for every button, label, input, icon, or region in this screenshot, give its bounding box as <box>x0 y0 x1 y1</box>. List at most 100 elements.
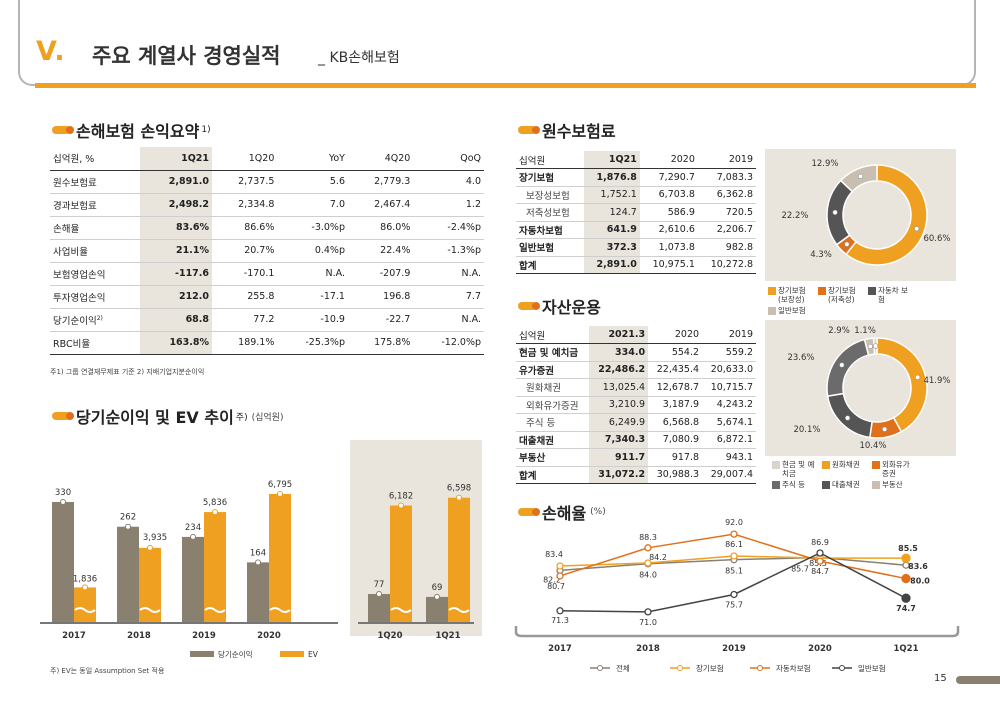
table-row: 당기순이익2) 68.8 77.2 -10.9 -22.7 N.A. <box>50 308 484 332</box>
line-point <box>556 572 564 580</box>
premium-donut-chart: 60.6% 4.3% 22.2% 12.9% <box>781 159 951 266</box>
table-row: 일반보험 372.3 1,073.8 982.8 <box>516 238 756 257</box>
slice-marker <box>844 241 850 247</box>
legend-swatch <box>822 481 830 489</box>
bar-value-label: 3,935 <box>143 533 167 543</box>
table-cell: 586.9 <box>639 203 698 222</box>
bar-marker <box>434 593 440 600</box>
table-cell: 사업비율 <box>50 239 141 263</box>
table-cell: 982.8 <box>697 238 756 257</box>
table-row: 합계 2,891.0 10,975.1 10,272.8 <box>516 256 756 274</box>
slice-value-label: 10.4% <box>859 441 886 451</box>
table-cell: 10,272.8 <box>697 256 756 274</box>
table-cell: 911.7 <box>589 448 649 467</box>
legend-label: 일반보험 <box>778 306 806 315</box>
table-row: 외화유가증권 3,210.9 3,187.9 4,243.2 <box>516 396 756 414</box>
legend-swatch <box>822 461 830 469</box>
table-cell: 2,891.0 <box>140 170 213 194</box>
bar-net-income <box>117 526 139 622</box>
bar-net-income <box>182 536 204 622</box>
table-header-row: 십억원 1Q21 2020 2019 <box>516 151 756 169</box>
table-cell: 현금 및 예치금 <box>516 343 590 362</box>
table-cell: 917.8 <box>648 448 703 467</box>
point-value-label: 86.1 <box>725 540 743 549</box>
bar-ev <box>448 497 470 622</box>
bar-ev <box>204 512 226 622</box>
assets-section-title: 자산운용 <box>518 294 601 318</box>
point-value-label: 80.0 <box>910 577 930 586</box>
point-value-label: 84.2 <box>649 553 667 562</box>
point-value-label: 92.0 <box>725 518 743 527</box>
legend-item: 주식 등 <box>772 480 816 489</box>
bar-marker <box>125 523 131 530</box>
table-cell: 5,674.1 <box>702 413 756 432</box>
donut-slice <box>826 392 873 439</box>
table-cell: 당기순이익2) <box>50 308 141 332</box>
x-tick-label: 2017 <box>548 644 572 654</box>
legend-label: 일반보험 <box>858 664 886 673</box>
table-cell: 2,467.4 <box>347 193 414 217</box>
slice-marker <box>844 415 851 421</box>
table-cell: 합계 <box>516 466 590 484</box>
bar-net-income <box>426 596 448 622</box>
table-cell: 21.1% <box>140 239 213 263</box>
bar-net-income <box>368 594 390 622</box>
bar-value-label: 5,836 <box>203 498 227 508</box>
line-point <box>644 544 652 552</box>
point-value-label: 74.7 <box>896 604 916 613</box>
bar-marker <box>456 494 462 501</box>
table-cell: 장기보험 <box>516 168 585 187</box>
table-cell: 68.8 <box>140 308 213 332</box>
slice-marker <box>857 173 864 180</box>
axis-break-mark <box>74 607 96 613</box>
table-cell: 원수보험료 <box>50 170 141 194</box>
header-frame <box>18 0 976 86</box>
table-row: 경과보험료 2,498.2 2,334.8 7.0 2,467.4 1.2 <box>50 193 484 217</box>
slice-marker <box>832 209 838 215</box>
table-cell: 1.2 <box>413 193 484 217</box>
axis-break-mark <box>390 607 412 613</box>
pnl-note: 주1) 그룹 연결재무제표 기준 2) 지배기업지분순이익 <box>50 368 205 376</box>
table-cell: 원화채권 <box>516 378 590 397</box>
table-cell: -3.0%p <box>277 216 348 240</box>
point-value-label: 85.5 <box>898 544 918 553</box>
loss-ratio-chart: 82.284.085.185.783.683.484.286.185.585.5… <box>514 518 960 673</box>
bar-marker <box>147 544 153 551</box>
legend-swatch <box>818 287 826 295</box>
bar-ev <box>269 494 291 622</box>
point-value-label: 83.6 <box>908 562 928 571</box>
table-cell: 4.0 <box>413 170 484 194</box>
footnote-mark: 2) <box>96 314 103 322</box>
table-header-cell: 1Q20 <box>212 147 278 171</box>
table-cell: 163.8% <box>140 331 213 355</box>
table-row: 보장성보험 1,752.1 6,703.8 6,362.8 <box>516 186 756 204</box>
table-cell: 641.9 <box>584 221 640 239</box>
line-point <box>730 552 738 560</box>
table-cell: 2,334.8 <box>212 193 278 217</box>
table-cell: 175.8% <box>347 331 414 355</box>
bullet-icon <box>518 302 540 310</box>
line-point <box>901 573 911 584</box>
slice-value-label: 41.9% <box>923 376 950 386</box>
table-cell: 7.7 <box>413 285 484 309</box>
table-cell: 2,206.7 <box>697 221 756 239</box>
table-cell: 22,435.4 <box>648 361 703 379</box>
table-cell: 투자영업손익 <box>50 285 141 309</box>
table-cell: 196.8 <box>347 285 414 309</box>
table-cell: 보험영업손익 <box>50 262 141 286</box>
legend-item: 장기보험 (보장성) <box>768 286 812 304</box>
table-row: 부동산 911.7 917.8 943.1 <box>516 448 756 467</box>
table-cell: -25.3%p <box>277 331 348 355</box>
assets-legend: 현금 및 예치금 원화채권 외화유가증권 주식 등 대출채권 부동산 <box>772 460 958 489</box>
legend-swatch <box>772 461 780 469</box>
legend-item: 현금 및 예치금 <box>772 460 816 478</box>
line-point <box>730 590 738 599</box>
table-cell: 1,876.8 <box>584 168 640 187</box>
ni-ev-chart: 330 1,836 2017 262 3,935 2018 234 5,836 2019 164 6… <box>40 440 482 659</box>
table-row: 합계 31,072.2 30,988.3 29,007.4 <box>516 466 756 484</box>
table-cell: 20.7% <box>212 239 278 263</box>
bar-value-label: 6,795 <box>268 480 292 490</box>
table-cell: 372.3 <box>584 238 640 257</box>
line-point <box>816 557 824 565</box>
legend-marker <box>839 665 845 671</box>
